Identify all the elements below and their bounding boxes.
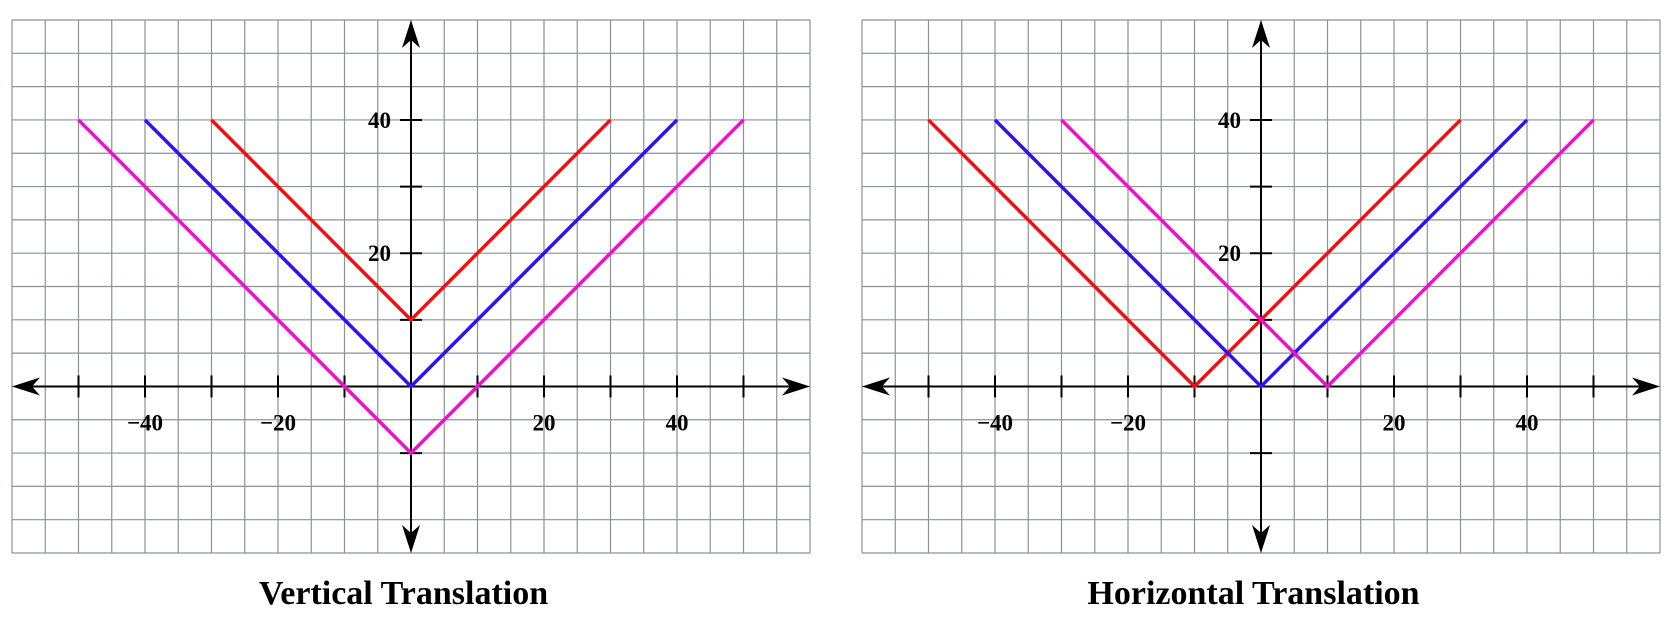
series-line-1	[993, 118, 1529, 389]
series-line-0	[927, 118, 1462, 389]
series-line-0	[210, 118, 612, 323]
y-axis-up-arrow	[402, 20, 420, 48]
horizontal-translation-chart: −40 −20 20 40 20 40	[861, 19, 1661, 554]
chart-title: Vertical Translation	[258, 575, 549, 612]
series-line-1	[143, 118, 679, 389]
vertical-translation-chart: −40 −20 20 40 20 40	[11, 19, 811, 554]
horizontal-translation-panel: −40 −20 20 40 20 40 Horizontal Translation	[850, 0, 1669, 637]
series-line-2	[77, 118, 745, 456]
x-tick-label: 20	[1383, 410, 1406, 435]
y-tick-label: 20	[368, 241, 391, 266]
x-tick-label: 20	[533, 410, 556, 435]
y-tick-label: 40	[368, 108, 391, 133]
x-tick-label: −40	[977, 410, 1013, 435]
vertical-translation-panel: −40 −20 20 40 20 40 Vertical Translation	[0, 0, 820, 637]
x-tick-label: 40	[1516, 410, 1539, 435]
x-axis-left-arrow	[862, 377, 890, 396]
x-tick-label: 40	[666, 410, 689, 435]
x-axis-right-arrow	[1632, 377, 1660, 396]
x-tick-label: −20	[260, 410, 296, 435]
x-tick-label: −40	[127, 410, 163, 435]
y-axis-up-arrow	[1252, 20, 1270, 48]
y-tick-label: 20	[1218, 241, 1241, 266]
x-tick-label: −20	[1110, 410, 1146, 435]
series-line-2	[1060, 118, 1595, 389]
x-axis-left-arrow	[12, 377, 40, 396]
y-axis-down-arrow	[402, 525, 420, 553]
x-axis-right-arrow	[782, 377, 810, 396]
y-tick-label: 40	[1218, 108, 1241, 133]
y-axis-down-arrow	[1252, 525, 1270, 553]
chart-title: Horizontal Translation	[1087, 575, 1420, 612]
